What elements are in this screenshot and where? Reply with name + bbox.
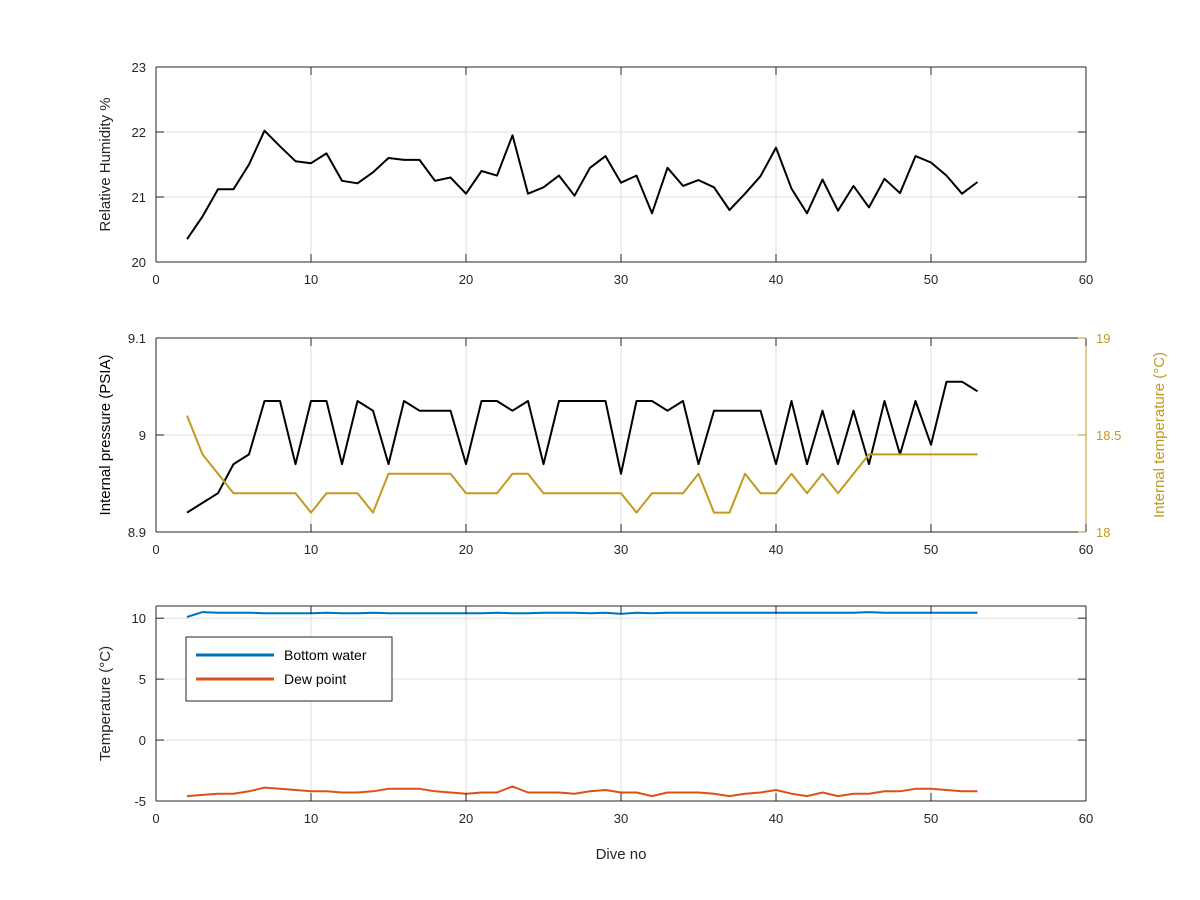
subplot-2: 0 10 20 30 40 50 60 8.9 9 9.1 18 18.5 19 Internal tem… xyxy=(97,331,1168,557)
y-tick-label: 22 xyxy=(132,125,146,140)
y-axis-label: Temperature (°C) xyxy=(97,646,114,761)
x-tick-label: 0 xyxy=(152,542,159,557)
x-tick-label: 0 xyxy=(152,811,159,826)
legend: Bottom water Dew point xyxy=(185,636,393,702)
x-tick-label: 60 xyxy=(1079,542,1093,557)
y-tick-label: -5 xyxy=(134,794,146,809)
y-right-tick-label: 19 xyxy=(1096,331,1110,346)
y-right-tick-label: 18 xyxy=(1096,525,1110,540)
x-tick-label: 50 xyxy=(924,542,938,557)
legend-box xyxy=(185,636,393,702)
x-tick-label: 20 xyxy=(459,811,473,826)
subplot-3: 0 10 20 30 40 50 60 -5 0 5 10 Temperature (°C) Dive … xyxy=(97,605,1093,863)
y-tick-label: 5 xyxy=(139,672,146,687)
series-line-2 xyxy=(186,415,978,514)
y-right-axis-label: Internal temperature (°C) xyxy=(1151,352,1168,518)
x-tick-label: 10 xyxy=(304,811,318,826)
x-tick-label: 50 xyxy=(924,811,938,826)
series-line-1 xyxy=(186,380,979,514)
x-axis-label: Dive no xyxy=(596,846,647,863)
series-line-1 xyxy=(186,611,978,618)
y-tick-label: 20 xyxy=(132,255,146,270)
x-tick-label: 40 xyxy=(769,272,783,287)
subplot-1: 0 10 20 30 40 50 60 20 21 22 23 Relative Humidity % xyxy=(97,60,1093,287)
x-tick-label: 40 xyxy=(769,811,783,826)
y-right-tick-label: 18.5 xyxy=(1096,428,1121,443)
x-tick-label: 10 xyxy=(304,272,318,287)
x-tick-label: 20 xyxy=(459,542,473,557)
y-tick-label: 9 xyxy=(139,428,146,443)
y-axis-label: Internal pressure (PSIA) xyxy=(97,355,114,516)
x-tick-label: 60 xyxy=(1079,272,1093,287)
y-tick-label: 9.1 xyxy=(128,331,146,346)
y-tick-label: 21 xyxy=(132,190,146,205)
x-tick-label: 40 xyxy=(769,542,783,557)
x-tick-label: 30 xyxy=(614,542,628,557)
series-line-1 xyxy=(186,129,979,240)
x-tick-label: 60 xyxy=(1079,811,1093,826)
y-tick-label: 0 xyxy=(139,733,146,748)
series-line-2 xyxy=(186,785,978,798)
legend-entry: Dew point xyxy=(284,671,346,687)
x-tick-label: 50 xyxy=(924,272,938,287)
y-tick-label: 10 xyxy=(132,611,146,626)
x-tick-label: 30 xyxy=(614,811,628,826)
y-axis-label: Relative Humidity % xyxy=(97,97,114,231)
x-tick-label: 10 xyxy=(304,542,318,557)
x-tick-label: 0 xyxy=(152,272,159,287)
legend-entry: Bottom water xyxy=(284,647,367,663)
x-tick-label: 30 xyxy=(614,272,628,287)
y-tick-label: 23 xyxy=(132,60,146,75)
x-tick-label: 20 xyxy=(459,272,473,287)
y-tick-label: 8.9 xyxy=(128,525,146,540)
